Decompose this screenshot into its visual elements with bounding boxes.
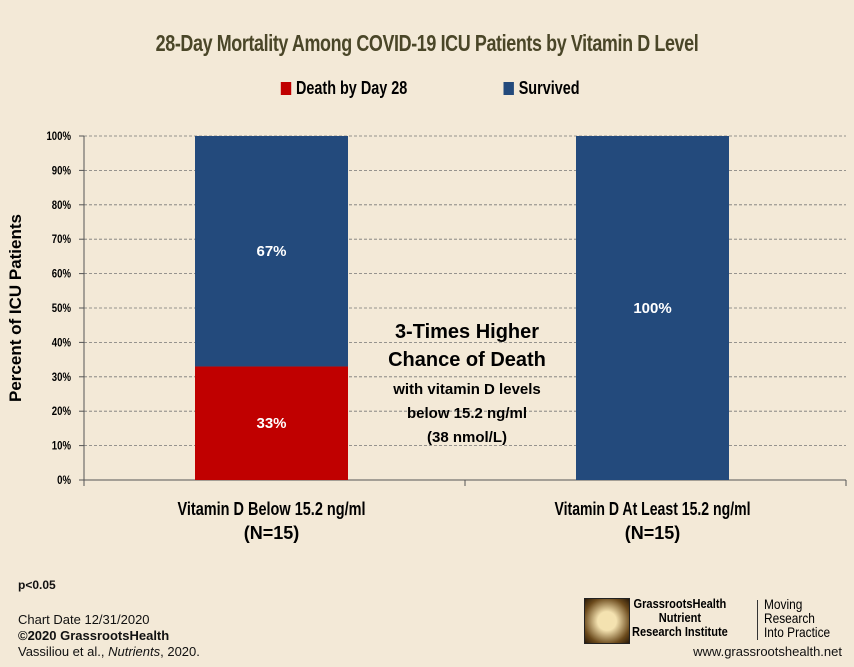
chart-title: 28-Day Mortality Among COVID-19 ICU Pati… bbox=[155, 30, 699, 56]
logo bbox=[584, 598, 630, 644]
annotation-line: with vitamin D levels bbox=[392, 381, 541, 398]
y-axis-label: Percent of ICU Patients bbox=[6, 214, 25, 402]
annotation-line: Chance of Death bbox=[388, 349, 546, 371]
y-tick-label: 100% bbox=[46, 130, 71, 143]
logo-divider bbox=[757, 600, 758, 640]
legend-swatch bbox=[281, 82, 292, 95]
y-tick-label: 30% bbox=[52, 371, 72, 384]
logo-line: Nutrient bbox=[658, 610, 702, 625]
website[interactable]: www.grassrootshealth.net bbox=[693, 644, 842, 659]
citation-journal: Nutrients bbox=[108, 644, 161, 659]
annotation-line: below 15.2 ng/ml bbox=[407, 405, 527, 422]
legend-item-death: Death by Day 28 bbox=[281, 78, 408, 99]
annotation-line: (38 nmol/L) bbox=[427, 429, 507, 446]
x-tick-label: Vitamin D Below 15.2 ng/ml bbox=[178, 499, 366, 519]
y-tick-label: 0% bbox=[57, 474, 71, 487]
y-tick-label: 90% bbox=[52, 164, 72, 177]
bar-0 bbox=[195, 366, 348, 480]
legend-label: Death by Day 28 bbox=[296, 78, 408, 98]
bar-1 bbox=[195, 136, 348, 367]
tagline: Moving Research Into Practice bbox=[764, 597, 830, 639]
annotation-line: 3-Times Higher bbox=[395, 321, 539, 343]
legend-swatch bbox=[503, 82, 514, 95]
x-tick-label: Vitamin D At Least 15.2 ng/ml bbox=[555, 499, 751, 519]
legend-label: Survived bbox=[518, 78, 580, 98]
y-tick-label: 50% bbox=[52, 302, 72, 315]
tagline-line: Into Practice bbox=[764, 624, 831, 640]
logo-line: GrassrootsHealth bbox=[633, 596, 727, 611]
y-tick-label: 70% bbox=[52, 233, 72, 246]
citation: Vassiliou et al., Nutrients, 2020. bbox=[18, 644, 200, 659]
citation-year: , 2020. bbox=[160, 644, 200, 659]
p-value: p<0.05 bbox=[18, 578, 56, 592]
x-tick-label: (N=15) bbox=[625, 523, 681, 543]
logo-line: Research Institute bbox=[632, 624, 728, 639]
tagline-line: Moving bbox=[764, 596, 803, 612]
x-tick-label: (N=15) bbox=[244, 523, 300, 543]
y-tick-label: 40% bbox=[52, 336, 72, 349]
data-label: 67% bbox=[256, 243, 286, 260]
y-tick-label: 10% bbox=[52, 440, 72, 453]
data-label: 33% bbox=[256, 415, 286, 432]
copyright: ©2020 GrassrootsHealth bbox=[18, 628, 170, 643]
citation-authors: Vassiliou et al., bbox=[18, 644, 109, 659]
tagline-line: Research bbox=[764, 610, 815, 626]
y-tick-label: 80% bbox=[52, 199, 72, 212]
logo-text: GrassrootsHealth Nutrient Research Insti… bbox=[632, 597, 728, 639]
y-tick-label: 60% bbox=[52, 268, 72, 281]
legend-item-survived: Survived bbox=[503, 78, 579, 99]
y-tick-label: 20% bbox=[52, 405, 72, 418]
data-label: 100% bbox=[633, 300, 671, 317]
legend: Death by Day 28 Survived bbox=[0, 78, 854, 99]
bar-1 bbox=[576, 136, 729, 480]
chart-date: Chart Date 12/31/2020 bbox=[18, 612, 150, 627]
